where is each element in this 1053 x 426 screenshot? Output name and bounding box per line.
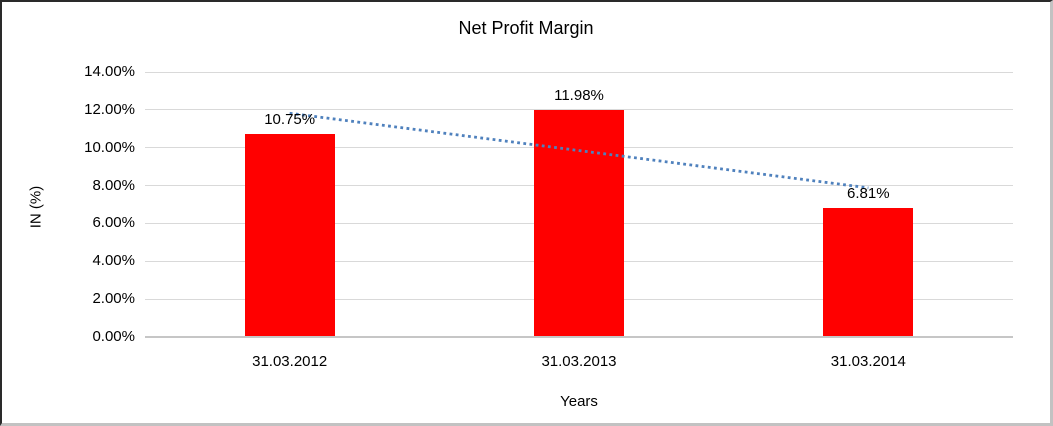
x-tick-label: 31.03.2012 bbox=[252, 353, 328, 370]
bar bbox=[244, 133, 335, 336]
x-tick-label: 31.03.2013 bbox=[541, 353, 617, 370]
bar-data-label: 6.81% bbox=[847, 185, 890, 203]
plot-area: 10.75% 11.98% 6.81% bbox=[145, 71, 1013, 338]
y-tick-label: 6.00% bbox=[92, 214, 135, 232]
y-tick-label: 10.00% bbox=[84, 138, 135, 156]
x-tick-label: 31.03.2014 bbox=[830, 353, 906, 370]
gridline bbox=[145, 71, 1013, 73]
bar-data-label: 11.98% bbox=[554, 87, 604, 105]
y-tick-label: 12.00% bbox=[84, 100, 135, 118]
bar-data-label: 10.75% bbox=[264, 110, 316, 128]
y-tick-label: 0.00% bbox=[92, 328, 135, 345]
trendline bbox=[289, 111, 869, 190]
y-tick-label: 14.00% bbox=[84, 63, 135, 80]
chart-title: Net Profit Margin bbox=[458, 18, 594, 38]
x-axis-title: Years bbox=[560, 393, 598, 410]
y-tick-label: 2.00% bbox=[92, 290, 135, 308]
gridline bbox=[145, 109, 1013, 111]
x-axis-line bbox=[145, 336, 1013, 338]
bar bbox=[823, 208, 914, 336]
y-tick-label: 4.00% bbox=[92, 252, 135, 270]
y-tick-label: 8.00% bbox=[92, 176, 135, 194]
